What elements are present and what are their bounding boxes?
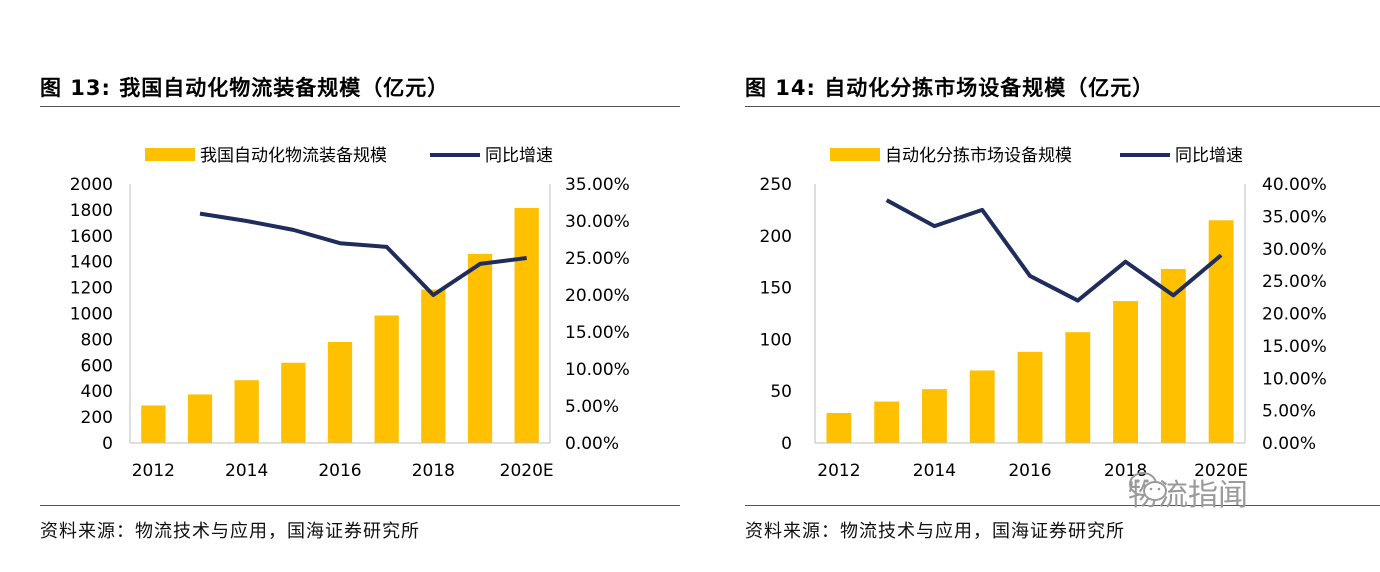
chart-panel-right: 图 14: 自动化分拣市场设备规模（亿元） 自动化分拣市场设备规模 同比增速 0 50… — [700, 0, 1380, 572]
y-left-tick-label: 0 — [102, 434, 113, 454]
y-left-tick-label: 0 — [781, 434, 792, 454]
y-left-tick-label: 1600 — [70, 227, 113, 247]
legend-bar-swatch — [830, 148, 880, 161]
y-right-tick-label: 25.00% — [1262, 272, 1327, 292]
y-right-tick-label: 0.00% — [565, 434, 619, 454]
bar — [327, 341, 353, 443]
y-left-tick-label: 150 — [760, 279, 792, 299]
bar — [1113, 301, 1138, 443]
y-right-tick-label: 0.00% — [1262, 434, 1316, 454]
y-right-tick-label: 15.00% — [1262, 337, 1327, 357]
chart-svg: 自动化分拣市场设备规模 同比增速 0 50 100 150 200 250 0.00% 5.00%… — [760, 146, 1327, 481]
bar — [1065, 332, 1091, 443]
bar — [1017, 351, 1043, 443]
x-tick-label: 2020E — [500, 461, 554, 481]
y-left-tick-label: 1400 — [70, 253, 113, 273]
y-right-tick-label: 5.00% — [1262, 402, 1316, 422]
chart-svg: 我国自动化物流装备规模 同比增速 0 200 400 600 800 1000 1200 1400… — [70, 146, 630, 481]
x-tick-label: 2018 — [412, 461, 455, 481]
y-right-tick-label: 30.00% — [565, 212, 630, 232]
y-left-tick-label: 800 — [81, 330, 113, 350]
bar — [374, 315, 399, 443]
y-right-tick-label: 20.00% — [1262, 305, 1327, 325]
legend-label-bars: 自动化分拣市场设备规模 — [885, 146, 1072, 166]
x-tick-label: 2012 — [817, 461, 860, 481]
x-tick-label: 2018 — [1104, 461, 1147, 481]
x-tick-label: 2014 — [913, 461, 956, 481]
y-left-tick-label: 250 — [760, 175, 792, 195]
y-left-tick-label: 1000 — [70, 305, 113, 325]
x-tick-label: 2020E — [1194, 461, 1248, 481]
y-left-tick-label: 1800 — [70, 201, 113, 221]
legend-label-growth: 同比增速 — [1175, 146, 1243, 166]
watermark: 物流指闻 — [1128, 470, 1248, 514]
y-right-tick-label: 35.00% — [1262, 207, 1327, 227]
figure-title: 图 13: 我国自动化物流装备规模（亿元） — [40, 76, 450, 100]
title-rule — [40, 106, 680, 107]
bar — [1208, 220, 1234, 443]
bar — [187, 394, 213, 443]
x-tick-label: 2016 — [318, 461, 361, 481]
bar — [922, 389, 947, 443]
bar — [421, 289, 446, 443]
y-right-tick-label: 10.00% — [565, 360, 630, 380]
y-right-tick-label: 40.00% — [1262, 175, 1327, 195]
source-rule — [745, 505, 1380, 506]
y-left-tick-label: 2000 — [70, 175, 113, 195]
bar — [467, 253, 493, 443]
bar — [281, 362, 306, 443]
legend-label-growth: 同比增速 — [485, 146, 553, 166]
y-right-tick-label: 35.00% — [565, 175, 630, 195]
bar — [1160, 268, 1186, 443]
y-right-tick-label: 15.00% — [565, 323, 630, 343]
legend-bar-swatch — [145, 148, 195, 161]
growth-line — [199, 211, 527, 297]
source-rule — [40, 505, 680, 506]
y-left-tick-label: 600 — [81, 356, 113, 376]
title-rule — [745, 106, 1380, 107]
y-left-tick-label: 1200 — [70, 279, 113, 299]
y-left-tick-label: 400 — [81, 382, 113, 402]
y-left-tick-label: 200 — [81, 408, 113, 428]
wechat-icon — [1129, 472, 1167, 501]
bar — [826, 412, 852, 443]
x-tick-label: 2014 — [225, 461, 268, 481]
y-right-tick-label: 20.00% — [565, 286, 630, 306]
y-left-tick-label: 200 — [760, 227, 792, 247]
figure-title: 图 14: 自动化分拣市场设备规模（亿元） — [745, 76, 1155, 100]
y-right-tick-label: 5.00% — [565, 397, 619, 417]
chart-panel-left: 图 13: 我国自动化物流装备规模（亿元） 我国自动化物流装备规模 同比增速 0 20… — [0, 0, 680, 572]
y-left-tick-label: 50 — [770, 382, 792, 402]
bar — [969, 370, 995, 443]
y-left-tick-label: 100 — [760, 330, 792, 350]
growth-line — [885, 198, 1223, 303]
bar — [234, 380, 259, 443]
source-note: 资料来源：物流技术与应用，国海证券研究所 — [745, 521, 1125, 542]
y-right-tick-label: 10.00% — [1262, 369, 1327, 389]
x-tick-label: 2016 — [1008, 461, 1051, 481]
bar — [141, 405, 166, 443]
y-right-tick-label: 30.00% — [1262, 240, 1327, 260]
x-tick-label: 2012 — [132, 461, 175, 481]
y-right-tick-label: 25.00% — [565, 249, 630, 269]
bar — [514, 207, 539, 443]
legend-label-bars: 我国自动化物流装备规模 — [200, 146, 387, 166]
bar — [874, 401, 900, 443]
source-note: 资料来源：物流技术与应用，国海证券研究所 — [40, 521, 420, 542]
